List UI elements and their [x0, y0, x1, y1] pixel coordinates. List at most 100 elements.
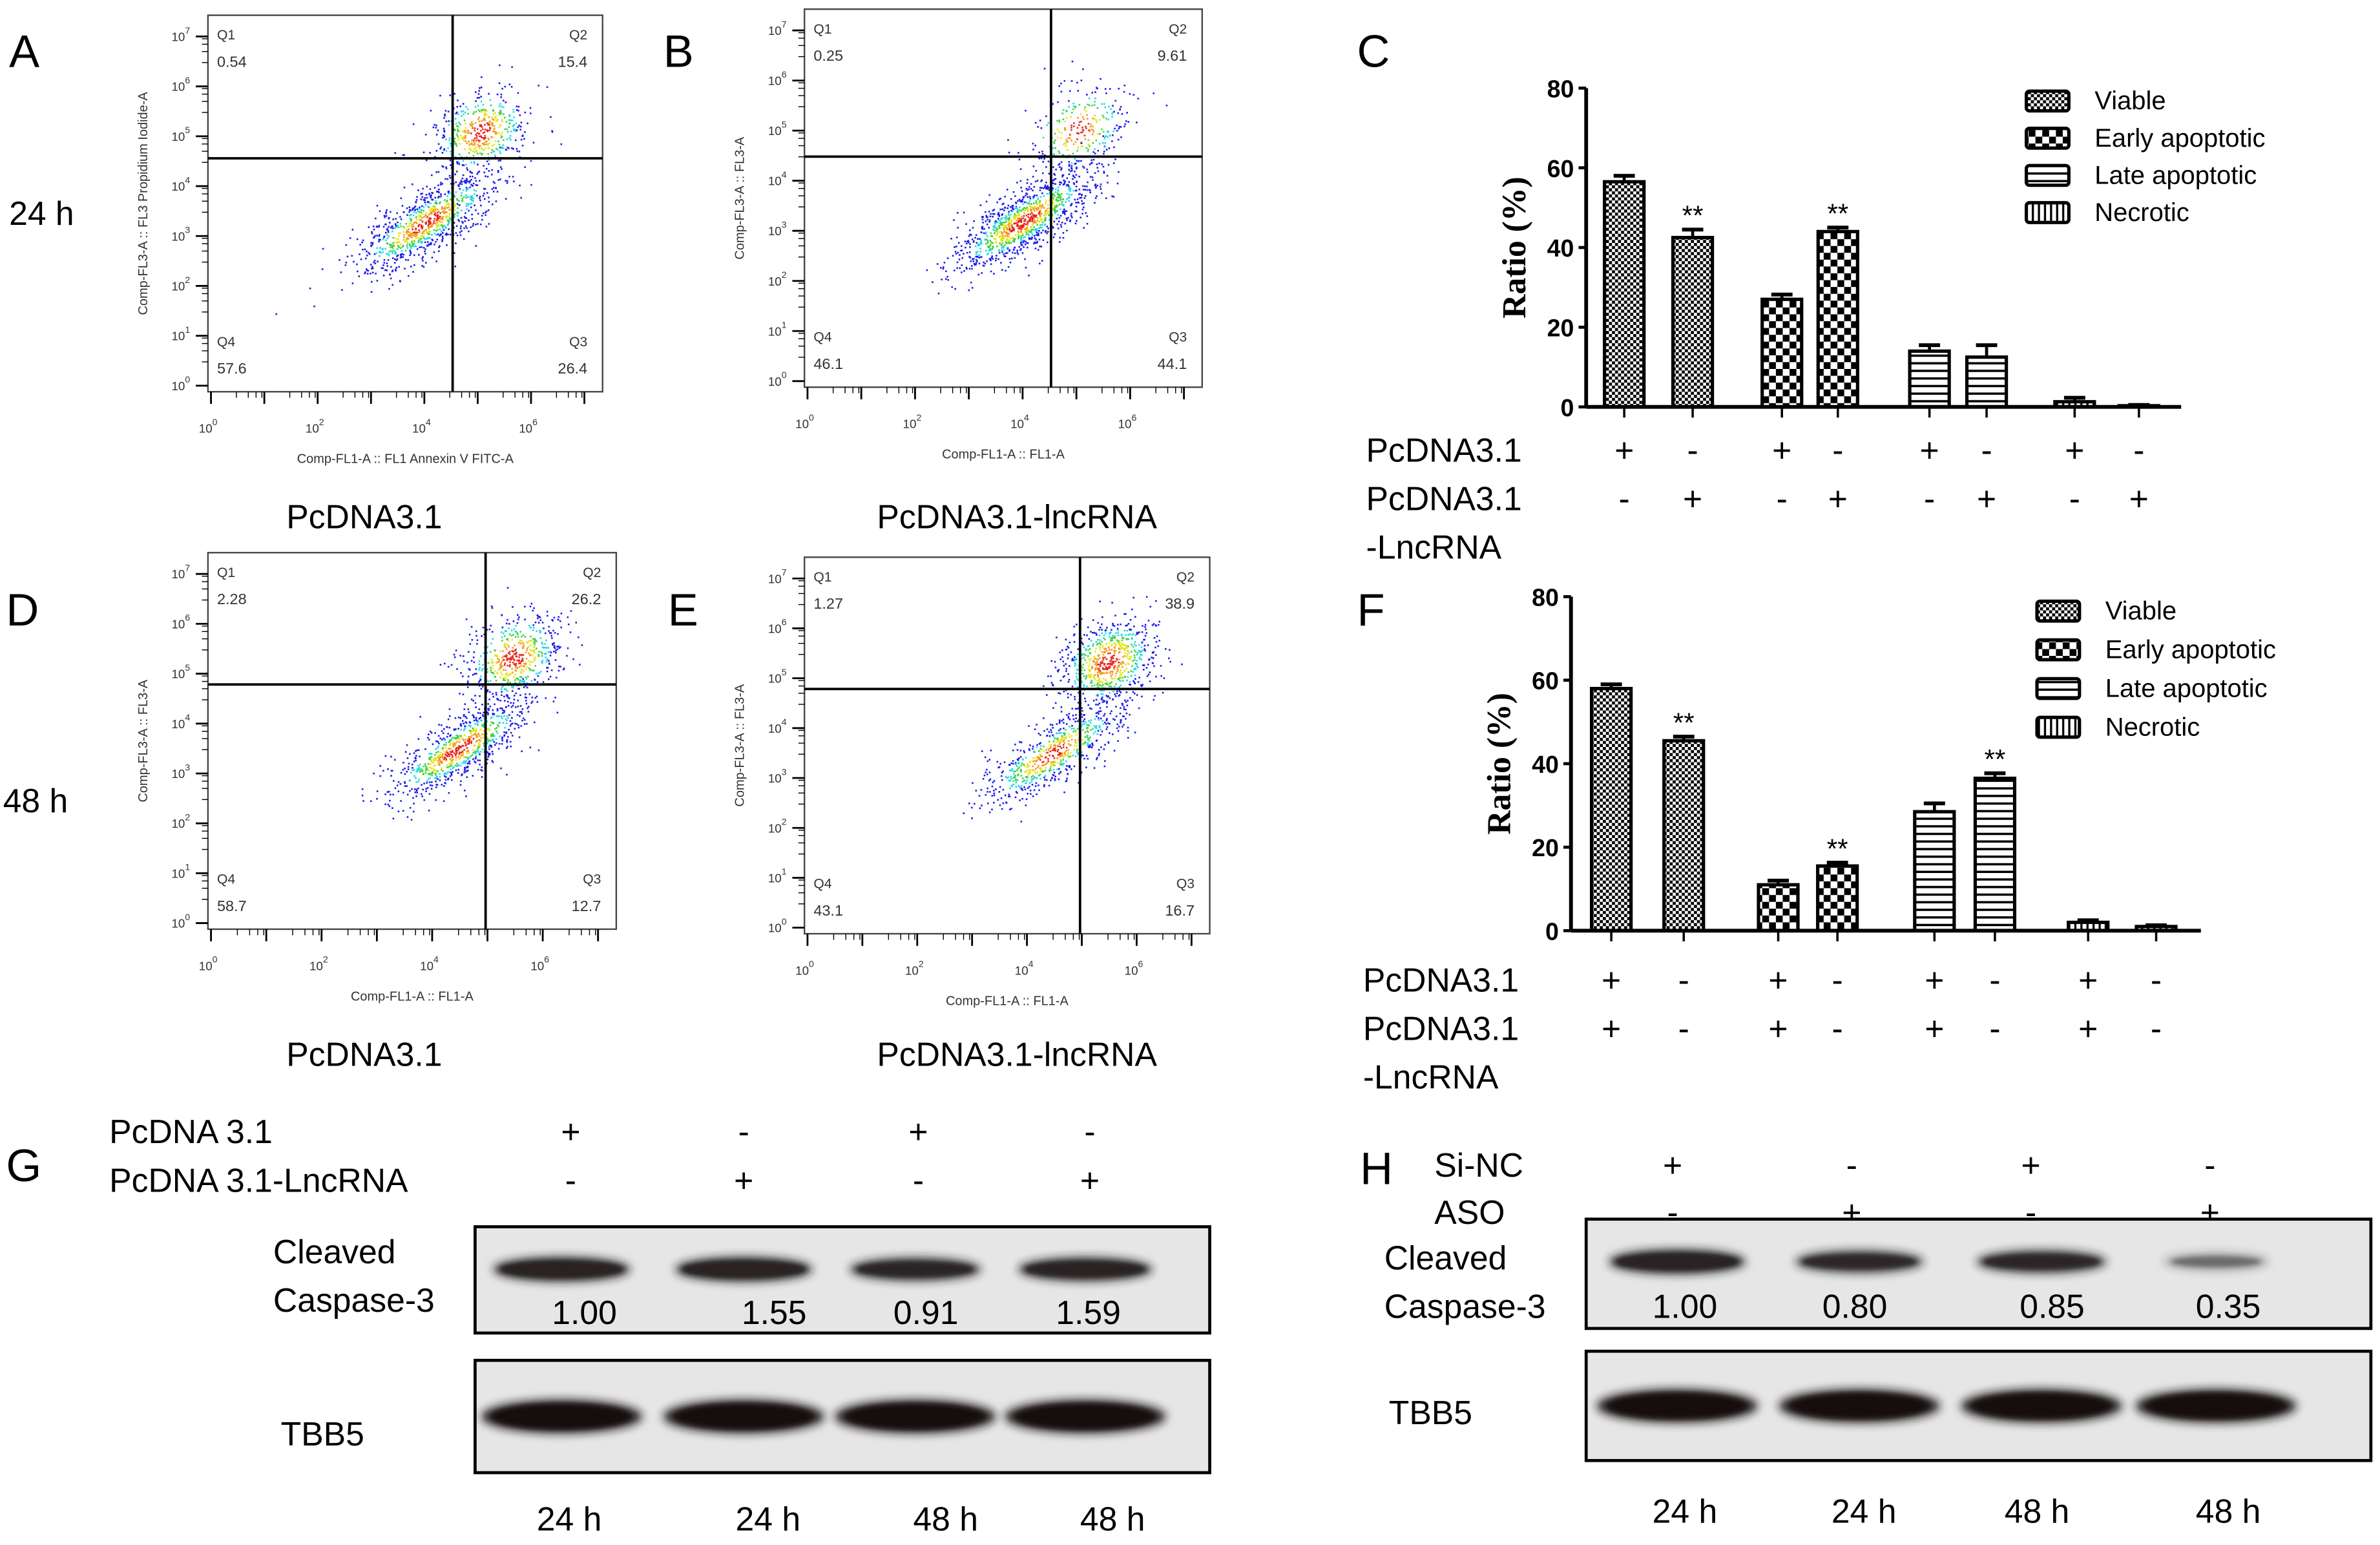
event-dot: [421, 257, 423, 260]
event-dot: [455, 754, 457, 757]
event-dot: [384, 269, 386, 271]
event-dot: [1069, 188, 1071, 191]
event-dot: [1023, 215, 1025, 217]
event-dot: [408, 228, 410, 231]
x-tick-label: 104: [420, 954, 439, 973]
event-dot: [1115, 683, 1117, 685]
event-dot: [1091, 129, 1092, 131]
event-dot: [517, 699, 519, 702]
event-dot: [521, 647, 524, 649]
event-dot: [1105, 649, 1108, 652]
event-dot: [996, 228, 999, 231]
event-dot: [1009, 780, 1011, 782]
event-dot: [529, 640, 532, 642]
event-dot: [492, 695, 494, 698]
event-dot: [1070, 80, 1073, 82]
event-dot: [508, 666, 511, 667]
event-dot: [997, 211, 999, 214]
event-dot: [1001, 240, 1003, 242]
event-dot: [1085, 147, 1087, 149]
event-dot: [491, 188, 494, 191]
event-dot: [426, 196, 428, 199]
event-dot: [395, 237, 397, 240]
event-dot: [1038, 230, 1040, 232]
x-axis-label: Comp-FL1-A :: FL1-A: [942, 448, 1065, 462]
event-dot: [477, 163, 479, 165]
event-dot: [486, 122, 488, 125]
event-dot: [445, 758, 448, 761]
event-dot: [1054, 212, 1057, 215]
quadrant-name-q2: Q2: [569, 28, 587, 43]
event-dot: [964, 240, 966, 243]
event-dot: [530, 626, 532, 629]
event-dot: [527, 706, 530, 708]
event-dot: [420, 193, 422, 195]
event-dot: [1054, 660, 1056, 663]
event-dot: [454, 156, 457, 158]
event-dot: [506, 773, 508, 776]
event-dot: [429, 763, 432, 765]
event-dot: [434, 212, 437, 215]
event-dot: [481, 724, 484, 727]
event-dot: [1142, 625, 1143, 627]
event-dot: [517, 662, 520, 664]
event-dot: [473, 147, 475, 150]
event-dot: [456, 752, 458, 754]
event-dot: [1096, 133, 1099, 135]
event-dot: [1101, 192, 1103, 194]
event-dot: [442, 237, 444, 240]
event-dot: [536, 630, 538, 632]
event-dot: [1076, 678, 1078, 680]
event-dot: [491, 716, 493, 719]
event-dot: [1098, 143, 1101, 145]
event-dot: [396, 258, 399, 260]
event-dot: [425, 262, 427, 264]
event-dot: [388, 273, 391, 276]
event-dot: [1059, 241, 1061, 243]
event-dot: [491, 631, 494, 633]
event-dot: [996, 233, 999, 235]
event-dot: [496, 742, 497, 744]
event-dot: [978, 257, 981, 258]
event-dot: [422, 187, 424, 190]
event-dot: [413, 803, 415, 804]
panel-label-a: A: [9, 25, 39, 76]
event-dot: [476, 128, 479, 131]
event-dot: [454, 173, 457, 176]
event-dot: [398, 266, 400, 268]
event-dot: [506, 694, 508, 696]
event-dot: [450, 145, 452, 147]
event-dot: [1095, 632, 1097, 635]
event-dot: [472, 150, 474, 152]
event-dot: [464, 790, 466, 792]
event-dot: [1094, 184, 1097, 185]
event-dot: [498, 111, 501, 114]
event-dot: [1076, 220, 1078, 222]
event-dot: [477, 724, 479, 726]
event-dot: [1092, 125, 1094, 128]
event-dot: [446, 772, 449, 773]
event-dot: [529, 107, 532, 109]
event-dot: [481, 776, 483, 778]
event-dot: [1001, 251, 1003, 253]
event-dot: [536, 647, 538, 649]
event-dot: [402, 238, 404, 241]
event-dot: [999, 242, 1001, 244]
event-dot: [387, 231, 390, 233]
event-dot: [452, 751, 454, 753]
event-dot: [479, 712, 481, 715]
event-dot: [419, 764, 421, 766]
event-dot: [483, 724, 485, 726]
event-dot: [1100, 183, 1102, 185]
event-dot: [1020, 244, 1023, 246]
event-dot: [1034, 216, 1036, 218]
event-dot: [404, 767, 406, 770]
event-dot: [448, 137, 451, 140]
flow-plot-d: Q12.28Q226.2Q458.7Q312.71001011021031041…: [136, 552, 618, 1073]
event-dot: [415, 777, 417, 779]
event-dot: [1099, 728, 1101, 731]
event-dot: [502, 655, 505, 658]
event-dot: [1002, 227, 1004, 229]
event-dot: [1107, 667, 1109, 669]
event-dot: [556, 646, 558, 648]
